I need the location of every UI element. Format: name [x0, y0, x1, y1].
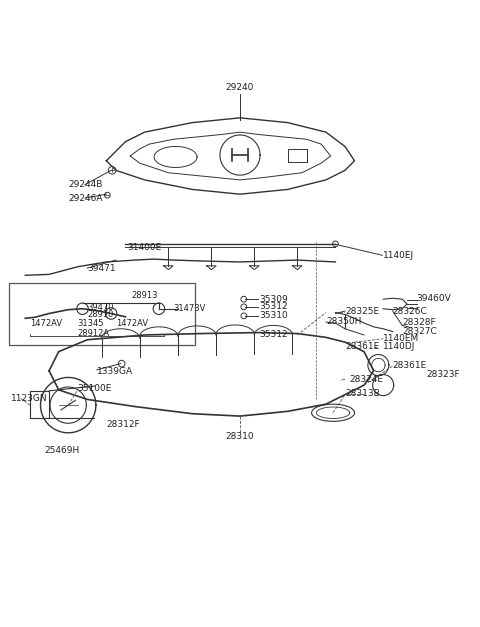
Text: 29246A: 29246A — [68, 194, 103, 203]
Text: 31473V: 31473V — [173, 304, 205, 314]
Text: 35100E: 35100E — [78, 384, 112, 393]
Text: 28313B: 28313B — [345, 389, 380, 398]
Text: 28361E: 28361E — [393, 362, 427, 371]
Text: 1472AV: 1472AV — [116, 320, 148, 329]
Text: 29240: 29240 — [226, 83, 254, 92]
Text: 28324E: 28324E — [350, 375, 384, 384]
Text: 28912A: 28912A — [78, 329, 110, 338]
Text: 28350H: 28350H — [326, 317, 361, 326]
Text: 35310: 35310 — [259, 312, 288, 320]
Text: 28910: 28910 — [87, 310, 114, 319]
Text: 1140EM: 1140EM — [383, 334, 420, 344]
Text: 25469H: 25469H — [44, 446, 80, 455]
FancyBboxPatch shape — [9, 283, 195, 345]
Text: 39460V: 39460V — [417, 293, 451, 303]
Text: 28310: 28310 — [226, 432, 254, 441]
Text: 1339GA: 1339GA — [97, 367, 133, 376]
Text: 35312: 35312 — [259, 302, 288, 312]
Text: 1123GN: 1123GN — [11, 394, 48, 403]
Text: 1472AV: 1472AV — [30, 320, 62, 329]
Text: 35309: 35309 — [259, 295, 288, 303]
Text: 28328F: 28328F — [402, 318, 436, 327]
Text: 28913: 28913 — [132, 292, 158, 300]
Text: 28326C: 28326C — [393, 307, 428, 315]
Text: 28327C: 28327C — [402, 327, 437, 335]
Text: 1140DJ: 1140DJ — [383, 342, 416, 351]
Text: 39470: 39470 — [87, 303, 114, 312]
Text: 28361E: 28361E — [345, 342, 379, 351]
Text: 28323F: 28323F — [426, 370, 460, 379]
Text: 29244B: 29244B — [68, 180, 103, 189]
Text: 31345: 31345 — [78, 320, 104, 329]
Text: 28312F: 28312F — [107, 419, 140, 429]
Text: 31400E: 31400E — [127, 243, 162, 252]
Text: 1140EJ: 1140EJ — [383, 251, 414, 260]
Text: 28325E: 28325E — [345, 307, 379, 315]
Text: 39471: 39471 — [87, 264, 116, 273]
Text: 35312: 35312 — [259, 330, 288, 339]
